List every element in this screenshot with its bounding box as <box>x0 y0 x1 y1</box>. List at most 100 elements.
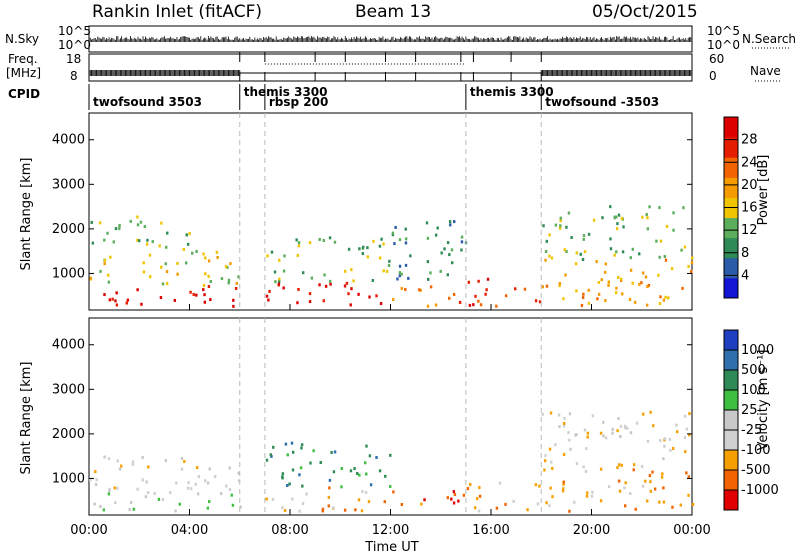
scatter-cell <box>328 279 332 283</box>
scatter-cell <box>180 456 184 460</box>
scatter-cell <box>554 223 558 227</box>
velocity-colorbar-label: Velocity [m s⁻¹] <box>756 350 771 451</box>
cpid-label: CPID <box>8 87 40 101</box>
scatter-cell <box>440 251 443 255</box>
scatter-cell <box>207 259 211 263</box>
scatter-cell <box>562 452 566 456</box>
scatter-cell <box>640 464 644 468</box>
scatter-cell <box>621 250 625 254</box>
scatter-cell <box>475 497 479 501</box>
scatter-cell <box>147 465 150 469</box>
scatter-cell <box>113 486 116 490</box>
scatter-cell <box>187 481 190 485</box>
scatter-cell <box>141 456 144 460</box>
scatter-cell <box>647 283 651 287</box>
scatter-cell <box>103 262 106 266</box>
scatter-cell <box>625 426 629 430</box>
scatter-cell <box>182 247 186 251</box>
nsky-tick-bottom: 10^0 <box>58 38 91 52</box>
scatter-cell <box>291 468 295 472</box>
scatter-cell <box>543 468 546 472</box>
scatter-cell <box>357 292 360 296</box>
scatter-cell <box>288 482 291 486</box>
scatter-cell <box>389 453 392 457</box>
scatter-cell <box>631 281 634 285</box>
scatter-cell <box>585 494 589 498</box>
scatter-cell <box>268 289 271 293</box>
scatter-cell <box>665 224 669 228</box>
scatter-cell <box>632 468 635 472</box>
scatter-cell <box>186 486 190 490</box>
scatter-cell <box>688 433 691 437</box>
scatter-cell <box>585 447 588 451</box>
colorbar-segment <box>724 410 738 431</box>
scatter-cell <box>604 299 607 303</box>
scatter-cell <box>549 486 552 490</box>
scatter-cell <box>115 303 119 307</box>
scatter-cell <box>396 277 399 281</box>
scatter-cell <box>623 424 627 428</box>
scatter-cell <box>371 278 375 282</box>
scatter-cell <box>107 280 111 284</box>
scatter-cell <box>382 242 385 246</box>
scatter-cell <box>587 301 591 305</box>
colorbar-segment <box>724 277 738 299</box>
scatter-cell <box>429 285 433 289</box>
scatter-cell <box>685 471 688 475</box>
scatter-cell <box>575 289 578 293</box>
scatter-cell <box>358 247 361 251</box>
scatter-cell <box>570 236 573 240</box>
scatter-cell <box>550 256 554 260</box>
scatter-cell <box>434 303 438 307</box>
scatter-cell <box>176 261 179 265</box>
scatter-cell <box>220 277 224 281</box>
scatter-cell <box>232 304 235 308</box>
scatter-cell <box>548 233 551 237</box>
scatter-cell <box>478 494 482 498</box>
scatter-cell <box>234 286 238 290</box>
scatter-cell <box>609 247 613 251</box>
scatter-cell <box>178 502 181 506</box>
scatter-cell <box>208 500 211 504</box>
scatter-cell <box>102 508 106 512</box>
scatter-cell <box>523 287 527 291</box>
scatter-cell <box>683 414 687 418</box>
scatter-cell <box>564 273 567 277</box>
scatter-cell <box>228 488 232 492</box>
scatter-cell <box>332 506 335 510</box>
scatter-cell <box>103 293 106 297</box>
scatter-cell <box>662 298 666 302</box>
scatter-cell <box>298 473 301 477</box>
scatter-cell <box>357 498 361 502</box>
scatter-cell <box>542 224 545 228</box>
scatter-cell <box>582 237 585 241</box>
scatter-cell <box>189 487 193 491</box>
scatter-cell <box>404 237 408 241</box>
scatter-cell <box>213 475 217 479</box>
scatter-cell <box>118 467 122 471</box>
scatter-cell <box>333 240 337 244</box>
scatter-cell <box>460 240 464 244</box>
scatter-cell <box>235 281 238 285</box>
scatter-cell <box>477 299 480 303</box>
colorbar-segment <box>724 450 738 471</box>
scatter-cell <box>472 303 475 307</box>
scatter-cell <box>452 490 456 494</box>
scatter-cell <box>270 250 274 254</box>
scatter-cell <box>618 489 622 493</box>
scatter-cell <box>297 241 301 245</box>
colorbar-segment <box>724 117 738 138</box>
scatter-cell <box>164 459 168 463</box>
scatter-cell <box>379 302 383 306</box>
scatter-cell <box>286 483 289 487</box>
scatter-cell <box>615 215 618 219</box>
scatter-cell <box>568 438 571 442</box>
scatter-cell <box>601 216 604 220</box>
date-title: 05/Oct/2015 <box>592 2 698 22</box>
scatter-cell <box>115 291 118 295</box>
scatter-cell <box>660 475 664 479</box>
scatter-cell <box>164 245 168 249</box>
scatter-cell <box>563 416 566 420</box>
nave-label: Nave <box>750 64 781 78</box>
